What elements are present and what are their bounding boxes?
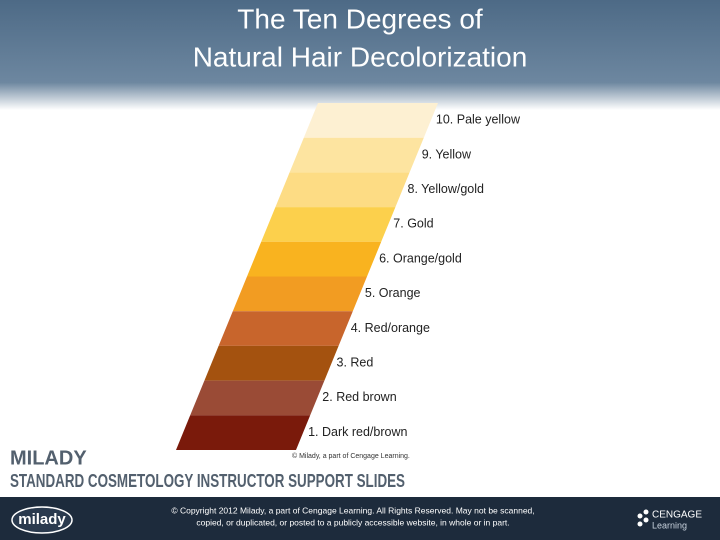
level-label: 2. Red brown: [322, 390, 396, 404]
level-label: 8. Yellow/gold: [408, 182, 485, 196]
credit: © Milady, a part of Cengage Learning.: [292, 452, 410, 460]
level-label: 1. Dark red/brown: [308, 425, 407, 439]
level-label: 4. Red/orange: [351, 321, 430, 335]
hair-level: [204, 345, 339, 381]
level-label: 5. Orange: [365, 286, 421, 300]
publisher-sub: Learning: [652, 520, 687, 530]
publisher: CENGAGE: [652, 510, 702, 521]
title: Natural Hair Decolorization: [193, 41, 528, 72]
hair-level: [289, 137, 424, 173]
hair-level: [218, 311, 353, 346]
hair-level: [247, 241, 382, 277]
publisher-icon: [637, 509, 649, 527]
hair-level: [176, 415, 311, 450]
logo: milady: [18, 511, 66, 528]
hair-level: [261, 207, 396, 242]
hair-level: [275, 172, 410, 208]
level-label: 9. Yellow: [422, 147, 472, 161]
level-label: 3. Red: [337, 356, 374, 370]
level-stack: 10. Pale yellow 9. Yellow 8. Yellow/gold 7.…: [176, 103, 521, 450]
copyright: © Copyright 2012 Milady, a part of Cenga…: [171, 505, 534, 515]
hair-level: [190, 380, 325, 416]
header-band: [0, 0, 720, 110]
brand: MILADY: [10, 447, 87, 469]
footer-bar: [0, 497, 720, 540]
logo-badge: [11, 506, 73, 534]
hair-level: [303, 103, 438, 138]
level-label: 10. Pale yellow: [436, 113, 521, 127]
level-label: 7. Gold: [393, 217, 433, 231]
title: The Ten Degrees of: [237, 3, 483, 34]
copyright: copied, or duplicated, or posted to a pu…: [196, 517, 509, 527]
hair-level: [232, 276, 367, 312]
series-title: STANDARD COSMETOLOGY INSTRUCTOR SUPPORT …: [10, 471, 405, 491]
level-label: 6. Orange/gold: [379, 251, 462, 265]
